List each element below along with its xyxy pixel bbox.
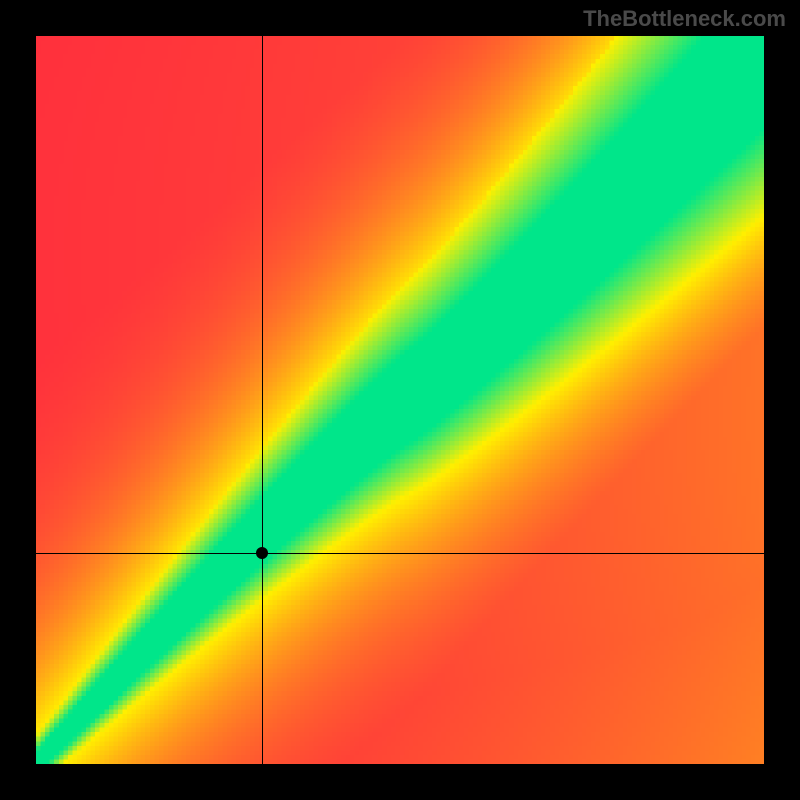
bottleneck-heatmap-plot: [36, 36, 764, 764]
watermark-text: TheBottleneck.com: [583, 6, 786, 32]
operating-point-marker: [256, 547, 268, 559]
crosshair-vertical: [262, 36, 263, 764]
crosshair-horizontal: [36, 553, 764, 554]
heatmap-canvas: [36, 36, 764, 764]
